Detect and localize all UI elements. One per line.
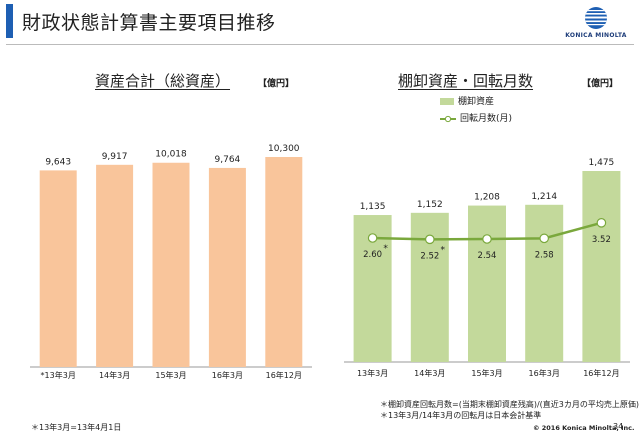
turnover-point <box>367 233 378 243</box>
right-chart-title: 棚卸資産・回転月数 <box>398 72 534 90</box>
turnover-value-label: 3.52 <box>592 235 611 245</box>
turnover-value-label: 2.54 <box>478 251 497 261</box>
header-accent-bar <box>6 4 13 38</box>
logo-globe-icon <box>585 7 607 29</box>
turnover-note-marker: * <box>383 244 388 254</box>
left-bar <box>39 170 77 367</box>
legend-line-label: 回転月数(月) <box>460 114 513 124</box>
left-bar <box>152 162 190 367</box>
legend-bar-swatch <box>440 98 454 105</box>
left-chart-title: 資産合計（総資産） <box>95 72 231 90</box>
right-x-tick-label: 16年3月 <box>529 368 560 378</box>
right-x-tick-label: 16年12月 <box>583 368 619 378</box>
legend-bar-label: 棚卸資産 <box>458 97 495 107</box>
right-x-tick-label: 13年3月 <box>357 368 388 378</box>
left-bar-value: 9,764 <box>215 155 241 165</box>
right-bar <box>468 205 506 362</box>
left-bar-value: 9,643 <box>45 157 71 167</box>
header-divider <box>6 44 634 45</box>
turnover-point <box>424 234 435 245</box>
copyright-text: © 2016 Konica Minolta, Inc. <box>533 424 635 432</box>
left-bar <box>208 167 246 367</box>
company-logo: KONICA MINOLTA <box>560 6 632 42</box>
left-chart-unit: 【億円】 <box>258 79 295 89</box>
left-bar-value: 10,300 <box>268 144 300 154</box>
legend-line-swatch <box>440 115 456 122</box>
right-bar <box>582 171 621 362</box>
left-x-tick-label: *13年3月 <box>41 370 76 380</box>
logo-text: KONICA MINOLTA <box>565 32 627 39</box>
right-chart-note-2: ＊13年3月/14年3月の回転月は日本会計基準 <box>380 411 542 420</box>
right-chart-unit: 【億円】 <box>582 79 619 89</box>
right-bar-value: 1,214 <box>531 192 557 202</box>
turnover-value-label: 2.58 <box>535 250 554 260</box>
right-bar-value: 1,475 <box>589 158 615 168</box>
left-bar <box>96 164 134 367</box>
left-bar-value: 9,917 <box>102 152 128 162</box>
turnover-value-label: 2.52 <box>420 251 439 261</box>
right-x-tick-label: 15年3月 <box>471 368 502 378</box>
left-bar-value: 10,018 <box>155 150 187 160</box>
right-bar-value: 1,208 <box>474 193 500 203</box>
page-title: 財政状態計算書主要項目推移 <box>22 12 276 34</box>
turnover-point <box>482 234 492 244</box>
left-x-tick-label: 15年3月 <box>155 370 186 380</box>
right-bar-value: 1,152 <box>417 200 443 210</box>
right-chart-note-1: ＊棚卸資産回転月数=(当期末棚卸資産残高)/(直近3カ月の平均売上原価) <box>380 400 639 409</box>
legend-line: 回転月数(月) <box>440 111 512 124</box>
turnover-point <box>539 233 549 244</box>
right-bar <box>525 204 564 362</box>
left-x-tick-label: 14年3月 <box>99 370 130 380</box>
left-bar <box>265 157 303 367</box>
right-x-tick-label: 14年3月 <box>414 368 445 378</box>
right-bar-value: 1,135 <box>360 202 386 212</box>
turnover-note-marker: * <box>441 245 446 255</box>
turnover-point <box>596 218 607 228</box>
left-x-tick-label: 16年12月 <box>266 370 302 380</box>
page-number: 34 <box>613 422 624 431</box>
legend-bar: 棚卸資産 <box>440 94 494 107</box>
left-chart-footnote: ＊13年3月=13年4月1日 <box>31 423 122 432</box>
turnover-value-label: 2.60 <box>363 250 382 260</box>
left-x-tick-label: 16年3月 <box>212 370 243 380</box>
